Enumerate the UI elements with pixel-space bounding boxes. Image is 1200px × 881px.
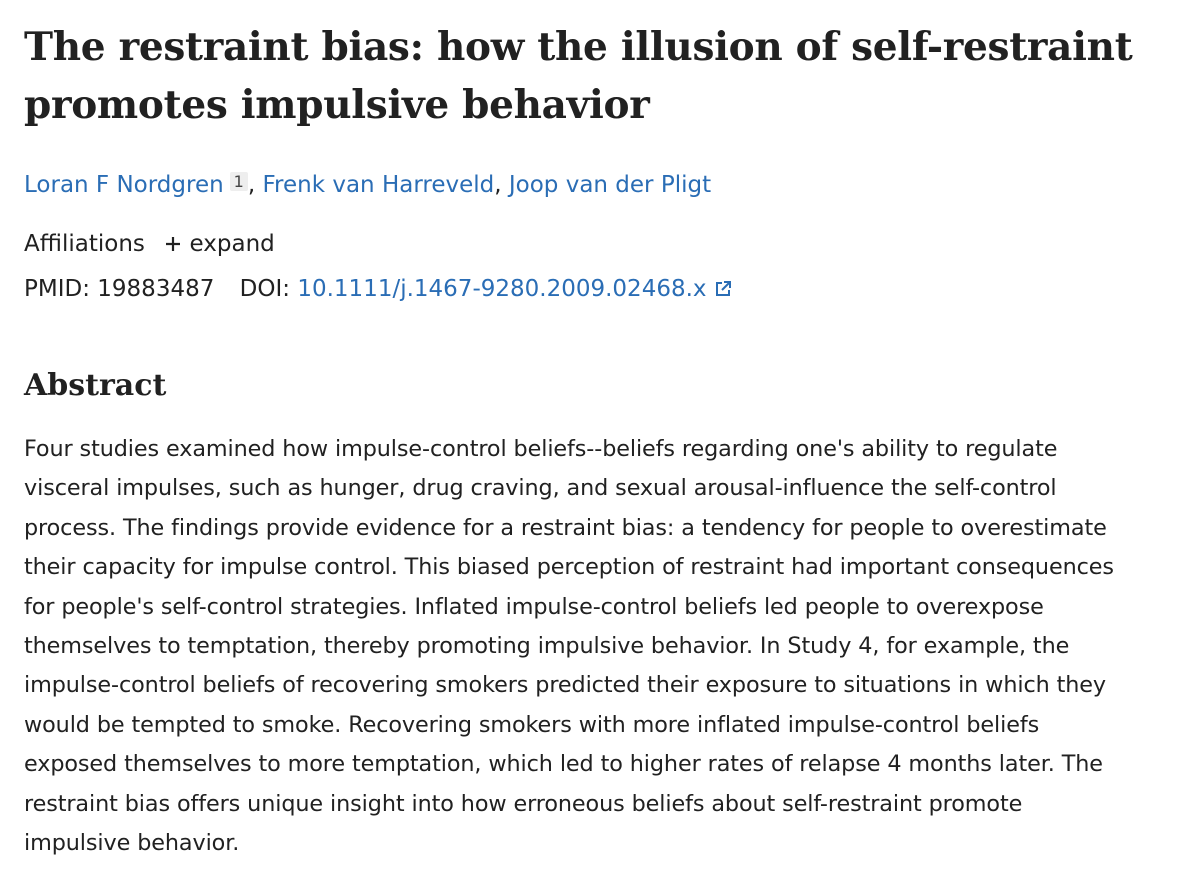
plus-icon [166,237,181,251]
author-link[interactable]: Joop van der Pligt [508,172,712,198]
affiliations-label: Affiliations [24,231,145,257]
abstract-line: themselves to temptation, thereby promot… [24,633,1070,659]
authors: Loran F Nordgren 1, Frenk van Harreveld, … [24,172,711,198]
title-line: promotes impulsive behavior [24,82,650,128]
pmid: 19883487 [97,276,215,302]
external-link-icon [715,281,731,296]
pmid-label: PMID: [24,276,90,302]
doi-link[interactable]: 10.1111/j.1467-9280.2009.02468.x [297,276,731,302]
abstract-line: exposed themselves to more temptation, w… [24,751,1103,778]
abstract-line: restraint bias offers unique insight int… [24,790,1023,817]
abstract-line: process. The findings provide evidence f… [24,514,1107,541]
expand-label[interactable]: expand [189,231,275,257]
abstract-line: for people's self-control strategies. In… [24,593,1044,620]
abstract-line: impulsive behavior. [24,830,240,856]
abstract-heading: Abstract [24,368,167,403]
abstract-line: impulse-control beliefs of recovering sm… [24,672,1107,699]
doi-label: DOI: [239,276,291,302]
doi: 10.1111/j.1467-9280.2009.02468.x [297,276,707,302]
separator: , [494,172,502,198]
abstract-line: their capacity for impulse control. This… [24,554,1114,581]
affiliations: Affiliations expand [24,231,275,257]
abstract-line: visceral impulses, such as hunger, drug … [24,475,1057,502]
separator: , [247,172,256,198]
identifiers: PMID: 19883487 DOI: 10.1111/j.1467-9280.… [24,276,732,302]
abstract-line: Four studies examined how impulse-contro… [24,436,1058,462]
author-link[interactable]: Frenk van Harreveld [262,172,495,198]
abstract-line: would be tempted to smoke. Recovering sm… [24,711,1040,738]
title-line: The restraint bias: how the illusion of … [24,24,1133,70]
expand-toggle[interactable]: expand [164,231,275,257]
author-link[interactable]: Loran F Nordgren [24,172,224,198]
affiliation-mark[interactable]: 1 [229,172,248,191]
